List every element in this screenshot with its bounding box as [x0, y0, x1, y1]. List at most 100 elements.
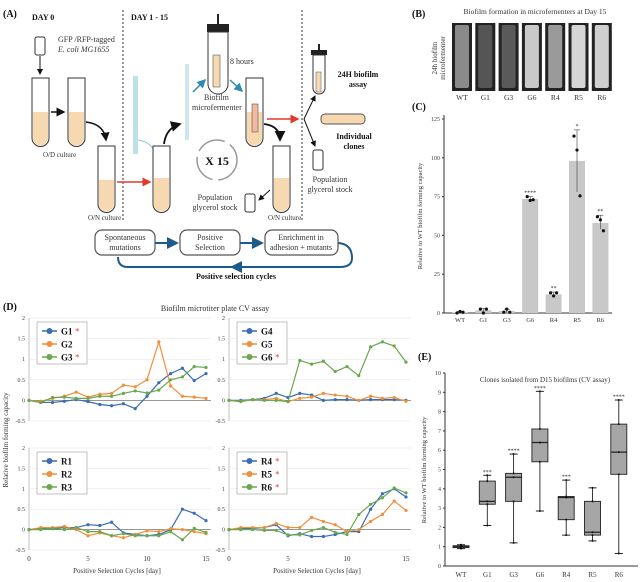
data-point — [380, 396, 384, 400]
y-tick-label: 1 — [222, 357, 225, 363]
data-point — [204, 365, 208, 370]
x-tick-label: 5 — [86, 555, 90, 563]
panel-label-c: (C) — [412, 102, 426, 113]
bar — [569, 160, 585, 313]
legend-label: R5 — [261, 470, 272, 480]
y-tick-label: 1 — [22, 487, 25, 493]
data-point — [369, 519, 373, 524]
significance-label: *** — [562, 475, 571, 481]
glycerol-label: glycerol stock — [192, 203, 237, 212]
data-point — [169, 378, 173, 382]
data-point — [51, 395, 55, 400]
data-point — [110, 534, 114, 538]
svg-text:Enrichment in: Enrichment in — [278, 233, 324, 242]
y-tick-label: 2 — [22, 316, 25, 322]
series-line — [228, 500, 407, 533]
data-point — [321, 525, 325, 530]
y-tick-label: 1.5 — [218, 337, 226, 343]
data-point — [369, 502, 373, 506]
panel-b-ylabel: 24h biofilm — [431, 41, 439, 74]
panel-label-d: (D) — [3, 302, 17, 313]
data-point — [121, 383, 125, 387]
data-point — [145, 534, 149, 538]
series-line — [229, 392, 407, 402]
data-point — [157, 388, 161, 392]
panel-b-title: Biofilm formation in microfernenters at … — [464, 7, 607, 16]
data-point — [110, 520, 114, 524]
y-tick-label: 2 — [22, 446, 25, 452]
data-point — [502, 310, 506, 314]
data-point — [110, 391, 114, 395]
legend-marker — [246, 341, 253, 347]
data-point — [392, 344, 396, 348]
data-point — [192, 526, 196, 530]
data-point — [298, 396, 302, 400]
assay-label: assay — [349, 80, 367, 89]
bar — [592, 222, 609, 313]
data-point — [392, 499, 396, 503]
data-point — [486, 500, 489, 503]
biofilm-slide — [594, 25, 609, 88]
svg-text:mutations: mutations — [109, 243, 141, 252]
data-point — [86, 530, 90, 534]
data-point — [121, 391, 125, 395]
data-point — [369, 397, 373, 402]
data-point — [486, 480, 489, 483]
data-point — [98, 394, 102, 398]
data-point — [380, 340, 384, 344]
data-point — [145, 378, 149, 382]
data-point — [169, 384, 173, 388]
data-point — [310, 528, 314, 533]
y-tick-label: -0.5 — [216, 419, 226, 425]
data-point — [481, 311, 485, 315]
data-point — [555, 291, 559, 295]
legend-marker — [46, 354, 53, 360]
x-tick-label: 10 — [144, 555, 152, 563]
data-point — [321, 359, 325, 363]
data-point — [508, 310, 512, 314]
data-point — [145, 394, 149, 398]
significance-marker: * — [275, 457, 280, 467]
tube-label: WT — [456, 93, 468, 102]
data-point — [404, 491, 408, 495]
legend-label: R1 — [61, 457, 72, 467]
data-point — [455, 311, 459, 315]
tube-label: G3 — [504, 93, 513, 102]
x-tick-label: 10 — [344, 555, 352, 563]
significance-label: **** — [508, 449, 520, 455]
y-tick-label: 4 — [438, 487, 441, 493]
data-point — [565, 518, 568, 521]
data-point — [298, 525, 302, 530]
legend-marker — [46, 458, 53, 464]
legend-label: R3 — [61, 483, 72, 493]
y-tick-label: 1 — [438, 545, 441, 551]
data-point — [98, 530, 102, 534]
data-point — [486, 474, 489, 477]
x-tick-label: R5 — [588, 571, 597, 579]
data-point — [274, 398, 278, 402]
vial-icon — [244, 193, 256, 213]
glycerol-label: Population — [198, 193, 233, 202]
data-point — [227, 398, 231, 402]
data-point — [110, 394, 114, 398]
y-tick-label: 0.5 — [18, 378, 26, 384]
data-point — [538, 460, 541, 463]
tube-label: G1 — [481, 93, 490, 102]
data-point — [239, 528, 243, 532]
data-point — [262, 528, 266, 533]
x-tick-label: WT — [455, 317, 465, 324]
y-tick-label: 0.5 — [218, 507, 226, 513]
on-culture-label: O/N culture — [88, 214, 121, 222]
y-axis-label: Relative biofilm forming capacity — [2, 392, 10, 488]
data-point — [380, 496, 384, 500]
legend-marker — [46, 484, 53, 490]
data-point — [333, 397, 337, 402]
data-point — [180, 507, 184, 511]
biofilm-slide — [571, 25, 586, 88]
data-point — [274, 391, 278, 395]
y-tick-label: 0 — [222, 398, 225, 404]
tube-label: G6 — [527, 93, 536, 102]
data-point — [321, 519, 325, 524]
data-point — [157, 381, 161, 385]
